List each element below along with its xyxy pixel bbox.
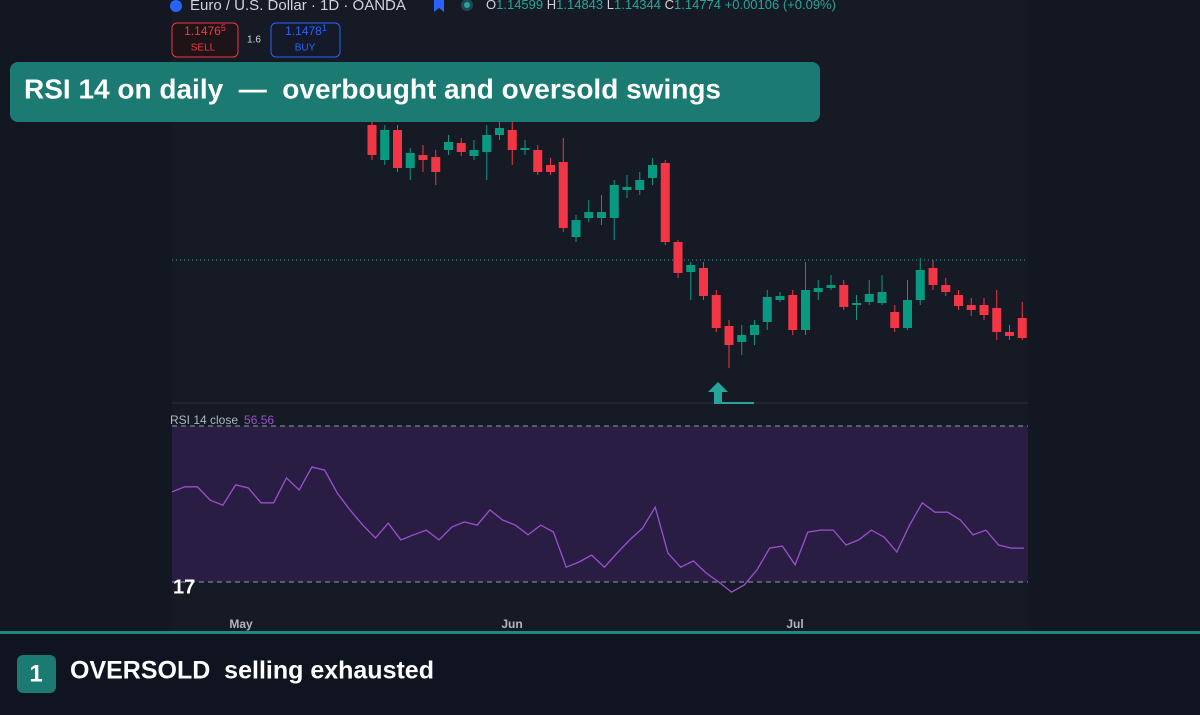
buy-price-main: 1.1478 — [285, 24, 322, 38]
candle-body — [622, 187, 632, 190]
candle-body — [762, 297, 772, 322]
ohlc-value: 1.14344 — [614, 0, 661, 12]
rsi-band — [172, 426, 1028, 582]
candle-body — [826, 285, 836, 288]
ohlc-label: L — [607, 0, 614, 12]
tv-logo: 17 — [173, 576, 195, 598]
ohlc-label: H — [547, 0, 556, 12]
ohlc: O1.14599 H1.14843 L1.14344 C1.14774 +0.0… — [486, 0, 836, 12]
candle-body — [839, 285, 849, 307]
buy-label[interactable]: BUY — [295, 43, 316, 54]
candle-body — [609, 185, 619, 218]
candle-body — [724, 326, 734, 345]
candle-body — [571, 220, 581, 237]
candle-body — [992, 308, 1002, 332]
candle-body — [941, 285, 951, 292]
candle-body — [367, 125, 377, 155]
candle-body — [635, 180, 645, 190]
ohlc-change: +0.00106 (+0.09%) — [725, 0, 836, 12]
rsi-line — [171, 466, 1024, 593]
signal-arrow — [708, 382, 728, 402]
spread: 1.6 — [247, 35, 261, 46]
ohlc-value: 1.14599 — [496, 0, 543, 12]
candle-body — [546, 165, 555, 172]
note-badge — [17, 655, 56, 693]
buy-pip: 1 — [322, 23, 327, 33]
price-pane — [172, 120, 1028, 368]
symbol-icon — [170, 0, 182, 12]
ohlc-label: O — [486, 0, 496, 12]
candle-body — [418, 155, 428, 160]
candle-body — [673, 242, 683, 273]
candle-body — [380, 130, 390, 160]
candle-body — [1017, 318, 1027, 338]
candle-body — [711, 295, 721, 328]
candle-body — [928, 268, 938, 285]
candle-body — [852, 303, 861, 305]
candle-body — [507, 130, 517, 150]
ohlc-value: 1.14774 — [674, 0, 721, 12]
candle-body — [495, 128, 504, 135]
candle-body — [482, 135, 492, 152]
candle-body — [775, 296, 785, 300]
buy-price[interactable]: 1.14781 — [285, 23, 327, 38]
candle-body — [788, 295, 798, 330]
candle-body — [597, 212, 606, 218]
note-text: OVERSOLD selling exhausted — [70, 657, 434, 685]
candle-body — [877, 292, 887, 303]
rsi-pane: RSI 14 close 56.56 — [170, 413, 1028, 593]
candle-body — [469, 150, 479, 156]
flag-icon — [434, 0, 444, 12]
sell-pip: 5 — [221, 23, 226, 33]
candle-body — [813, 288, 823, 292]
candle-body — [903, 300, 912, 328]
candle-body — [1005, 332, 1014, 336]
candle-body — [648, 165, 657, 178]
candle-body — [444, 142, 453, 150]
candle-body — [431, 157, 441, 172]
sell-label[interactable]: SELL — [191, 43, 216, 54]
sell-price-main: 1.1476 — [184, 24, 221, 38]
sell-button[interactable] — [171, 22, 239, 58]
candle-body — [584, 212, 594, 218]
sell-price[interactable]: 1.14765 — [184, 23, 226, 38]
time-label: Jul — [786, 617, 803, 631]
candle-body — [966, 305, 976, 310]
candle-body — [686, 265, 696, 272]
status-dot — [464, 2, 470, 8]
rsi-value: 56.56 — [244, 413, 274, 427]
candle-body — [864, 294, 874, 302]
candle-body — [660, 163, 670, 242]
candle-body — [979, 305, 989, 315]
candle-body — [750, 325, 759, 335]
note-bar — [0, 632, 1200, 715]
candle-body — [801, 290, 810, 330]
candle-body — [533, 150, 543, 172]
candle-body — [405, 153, 415, 168]
rsi-title: RSI 14 close — [170, 413, 238, 427]
caption-box — [10, 62, 820, 122]
caption: RSI 14 on daily — overbought and oversol… — [24, 73, 721, 104]
candle-body — [558, 162, 568, 228]
rsi-legend: RSI 14 close 56.56 — [170, 413, 274, 427]
ohlc-label: C — [665, 0, 674, 12]
candle-body — [915, 270, 925, 300]
time-label: May — [229, 617, 253, 631]
candle-body — [520, 148, 530, 150]
buy-button[interactable] — [270, 22, 341, 58]
candle-body — [393, 130, 402, 168]
candle-body — [699, 268, 708, 296]
ohlc-value: 1.14843 — [556, 0, 603, 12]
candle-body — [954, 295, 963, 306]
note-number: 1 — [29, 660, 42, 687]
candle-body — [890, 312, 900, 328]
symbol-title: Euro / U.S. Dollar · 1D · OANDA — [190, 0, 406, 14]
candle-body — [737, 335, 747, 342]
time-label: Jun — [501, 617, 522, 631]
candle-body — [456, 143, 466, 152]
